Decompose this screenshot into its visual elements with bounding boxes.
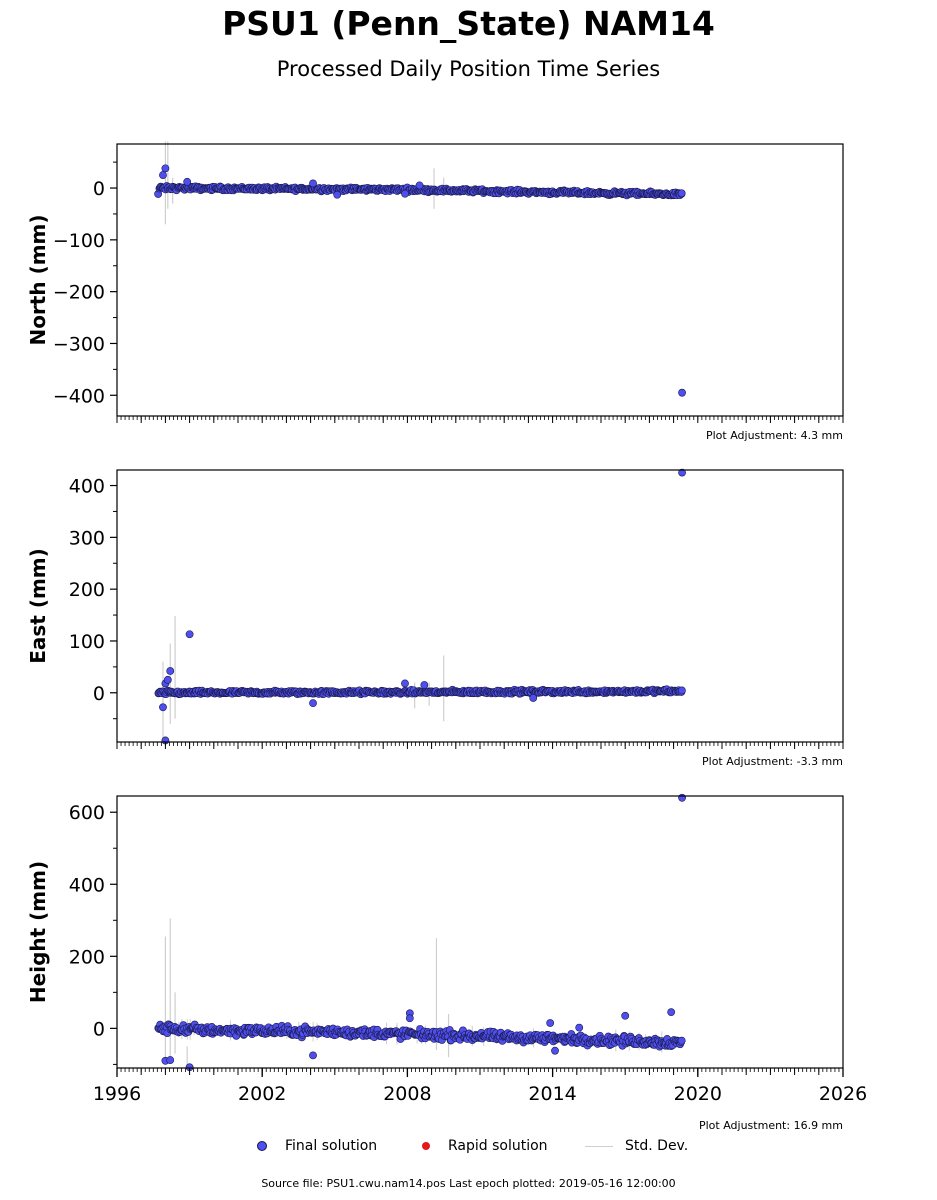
final-solution-outlier: [161, 164, 170, 173]
legend-final: Final solution: [257, 1138, 377, 1154]
final-solution-outlier: [420, 681, 429, 689]
y-tick-label: −400: [53, 385, 105, 407]
final-solution-point: [677, 686, 686, 695]
y-tick-label: −100: [53, 230, 105, 252]
final-solution-outlier: [163, 675, 172, 684]
y-tick-label: 400: [69, 476, 105, 498]
y-tick-label: 400: [69, 874, 105, 896]
y-tick-label: 0: [93, 683, 105, 705]
final-solution-outlier: [678, 388, 686, 397]
y-tick-label: 0: [93, 178, 105, 200]
final-solution-marker-icon: [257, 1141, 267, 1151]
final-solution-outlier: [185, 630, 194, 639]
height-plot-adjustment: Plot Adjustment: 16.9 mm: [698, 1119, 843, 1132]
final-solution-outlier: [166, 1056, 175, 1064]
legend-stddev: Std. Dev.: [585, 1138, 688, 1154]
x-tick-label: 2014: [528, 1083, 576, 1105]
final-solution-outlier: [159, 171, 167, 179]
final-solution-outlier: [309, 1051, 317, 1060]
y-tick-label: −200: [53, 282, 105, 304]
x-tick-label: 2002: [238, 1083, 286, 1105]
final-solution-outlier: [667, 1008, 676, 1017]
chart-title: PSU1 (Penn_State) NAM14: [222, 4, 715, 43]
source-footer: Source file: PSU1.cwu.nam14.pos Last epo…: [261, 1177, 676, 1190]
legend-stddev-label: Std. Dev.: [625, 1138, 689, 1154]
y-tick-label: 200: [69, 579, 105, 601]
final-solution-outlier: [415, 181, 424, 190]
final-solution-outlier: [529, 694, 538, 702]
final-solution-outlier: [333, 190, 342, 199]
y-axis-label: North (mm): [26, 214, 50, 345]
final-solution-outlier: [309, 699, 317, 708]
east-plot-adjustment: Plot Adjustment: -3.3 mm: [702, 755, 843, 768]
y-tick-label: 100: [69, 631, 105, 653]
final-solution-outlier: [183, 177, 192, 186]
final-solution-outlier: [401, 679, 409, 688]
y-tick-label: 600: [69, 802, 105, 824]
final-solution-outlier: [621, 1011, 630, 1020]
y-tick-label: −300: [53, 333, 105, 355]
x-tick-label: 1996: [93, 1083, 141, 1105]
rapid-solution-marker-icon: [422, 1142, 430, 1150]
final-solution-point: [677, 1036, 686, 1045]
y-tick-label: 200: [69, 946, 105, 968]
final-solution-outlier: [405, 1014, 414, 1023]
final-solution-outlier: [551, 1046, 559, 1055]
std-dev-line-icon: [585, 1145, 613, 1147]
x-tick-label: 2020: [674, 1083, 722, 1105]
legend-rapid: Rapid solution: [422, 1138, 548, 1154]
final-solution-outlier: [159, 703, 167, 712]
north-plot-adjustment: Plot Adjustment: 4.3 mm: [705, 429, 843, 442]
final-solution-outlier: [309, 179, 317, 188]
y-tick-label: 0: [93, 1018, 105, 1040]
legend-final-label: Final solution: [285, 1138, 378, 1154]
final-solution-outlier: [166, 667, 175, 675]
y-tick-label: 300: [69, 527, 105, 549]
final-solution-outlier: [678, 793, 686, 802]
chart-subtitle: Processed Daily Position Time Series: [276, 57, 661, 81]
final-solution-point: [677, 189, 686, 198]
x-tick-label: 2008: [383, 1083, 431, 1105]
final-solution-outlier: [401, 189, 409, 198]
legend: Final solution Rapid solution Std. Dev.: [0, 1138, 937, 1158]
y-axis-label: Height (mm): [26, 861, 50, 1003]
legend-rapid-label: Rapid solution: [448, 1138, 548, 1154]
final-solution-outlier: [546, 1019, 555, 1027]
final-solution-outlier: [575, 1023, 584, 1032]
chart-panels: 0 −100 −200 −300 −400 North (mm) 0 100 200 300 400…: [26, 141, 867, 1105]
plot-frame: [116, 469, 844, 743]
final-solution-outlier: [678, 468, 686, 477]
x-tick-label: 2026: [819, 1083, 867, 1105]
y-axis-label: East (mm): [26, 548, 50, 664]
